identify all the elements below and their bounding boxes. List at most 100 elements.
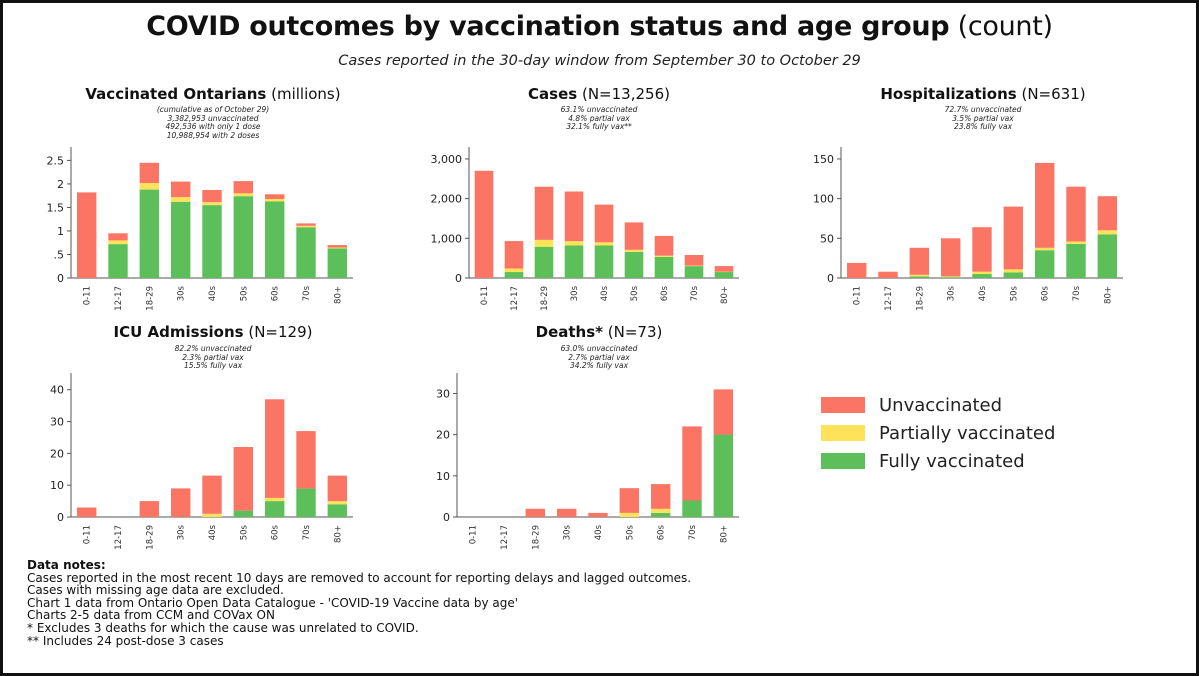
- x-tick-label: 18-29: [540, 286, 550, 311]
- x-tick-label: 60s: [271, 285, 281, 301]
- bar-segment-unvaccinated: [1066, 186, 1086, 242]
- bar-segment-fully-vaccinated: [327, 504, 347, 517]
- bar-segment-unvaccinated: [1035, 162, 1055, 248]
- bar-segment-fully-vaccinated: [265, 201, 285, 278]
- bar-segment-unvaccinated: [909, 247, 929, 275]
- x-tick-label: 18-29: [145, 286, 155, 311]
- x-tick-label: 60s: [657, 524, 667, 540]
- bar-segment-unvaccinated: [139, 162, 159, 183]
- legend-label: Unvaccinated: [879, 394, 1003, 416]
- y-tick-label: 0: [443, 511, 450, 524]
- bar-segment-partially-vaccinated: [171, 197, 191, 202]
- x-tick-label: 50s: [1009, 285, 1019, 301]
- legend-swatch: [821, 453, 865, 469]
- bar-segment-fully-vaccinated: [654, 257, 674, 278]
- x-tick-label: 80+: [720, 286, 730, 304]
- bar-segment-unvaccinated: [504, 241, 524, 269]
- x-tick-label: 60s: [660, 285, 670, 301]
- panel-notes: (cumulative as of October 29) 3,382,953 …: [156, 105, 270, 140]
- data-note-line: Cases with missing age data are excluded…: [27, 583, 284, 598]
- bar-segment-unvaccinated: [474, 170, 494, 278]
- x-tick-label: 12-17: [510, 286, 520, 311]
- data-notes-heading: Data notes:: [27, 558, 106, 572]
- bar-segment-partially-vaccinated: [941, 276, 961, 278]
- bar-segment-fully-vaccinated: [684, 266, 704, 278]
- bar-segment-unvaccinated: [651, 484, 671, 509]
- y-tick-label: 20: [436, 429, 450, 442]
- data-note-line: ** Includes 24 post-dose 3 cases: [27, 633, 224, 648]
- y-tick-label: 50: [820, 232, 834, 245]
- panel-cases: Cases (N=13,256) 63.1% unvaccinated 4.8%…: [419, 83, 779, 313]
- y-tick-label: 0: [57, 511, 64, 524]
- bar-segment-fully-vaccinated: [594, 245, 614, 278]
- bar-segment-fully-vaccinated: [296, 488, 316, 517]
- x-tick-label: 0-11: [469, 525, 479, 544]
- bar-segment-fully-vaccinated: [714, 272, 734, 278]
- bar-segment-fully-vaccinated: [972, 274, 992, 278]
- bar-segment-fully-vaccinated: [233, 510, 253, 517]
- y-tick-label: 30: [50, 416, 64, 429]
- y-tick-label: 10: [436, 470, 450, 483]
- bar-segment-fully-vaccinated: [941, 277, 961, 278]
- y-tick-label: 150: [813, 153, 834, 166]
- bar-segment-unvaccinated: [941, 238, 961, 277]
- bar-segment-unvaccinated: [171, 488, 191, 517]
- legend-item-partially: Partially vaccinated: [821, 419, 1055, 447]
- bar-segment-unvaccinated: [202, 190, 222, 203]
- y-tick-label: 40: [50, 384, 64, 397]
- panel-title: Deaths* (N=73): [535, 323, 663, 341]
- bar-segment-fully-vaccinated: [1066, 243, 1086, 278]
- y-tick-label: 30: [436, 387, 450, 400]
- bar-segment-partially-vaccinated: [654, 255, 674, 257]
- x-tick-label: 40s: [208, 524, 218, 540]
- data-note-line: Cases reported in the most recent 10 day…: [27, 570, 692, 585]
- bar-segment-unvaccinated: [296, 223, 316, 226]
- x-tick-label: 60s: [1041, 285, 1051, 301]
- x-tick-label: 70s: [302, 524, 312, 540]
- bar-segment-partially-vaccinated: [651, 508, 671, 513]
- bar-segment-partially-vaccinated: [1003, 269, 1023, 273]
- bar-segment-unvaccinated: [202, 475, 222, 514]
- chart-vaccinated: 0 .5 1 1.5 2 2.5 0-11 12-17 18-29 30s 40s 50s 60s 70s…: [47, 147, 353, 311]
- y-tick-label: 0: [827, 272, 834, 285]
- bar-segment-unvaccinated: [684, 255, 704, 266]
- bar-segment-fully-vaccinated: [624, 251, 644, 278]
- bar-segment-unvaccinated: [654, 235, 674, 256]
- chart-hospitalizations: 0 50 100 150 0-11 12-17 18-29 30s 40s 50s 60s 70s 80…: [813, 147, 1123, 311]
- bar-segment-unvaccinated: [878, 271, 898, 278]
- bar-segment-unvaccinated: [564, 191, 584, 242]
- panel-notes: 63.0% unvaccinated 2.7% partial vax 34.2…: [560, 344, 638, 370]
- x-tick-label: 80+: [333, 525, 343, 543]
- data-note-line: * Excludes 3 deaths for which the cause …: [27, 620, 419, 635]
- legend-swatch: [821, 425, 865, 441]
- bar-segment-partially-vaccinated: [265, 497, 285, 502]
- bar-segment-fully-vaccinated: [534, 247, 554, 278]
- bar-segment-partially-vaccinated: [139, 183, 159, 190]
- x-tick-label: 60s: [271, 524, 281, 540]
- bar-segment-fully-vaccinated: [202, 205, 222, 278]
- x-tick-label: 0-11: [83, 525, 93, 544]
- bar-segment-partially-vaccinated: [327, 501, 347, 505]
- bar-segment-partially-vaccinated: [909, 274, 929, 277]
- bar-segment-fully-vaccinated: [564, 245, 584, 278]
- x-tick-label: 80+: [719, 525, 729, 543]
- bar-segment-partially-vaccinated: [619, 512, 639, 517]
- panel-hospitalizations: Hospitalizations (N=631) 72.7% unvaccina…: [803, 83, 1163, 313]
- bar-segment-fully-vaccinated: [909, 276, 929, 278]
- bar-segment-unvaccinated: [534, 186, 554, 240]
- y-tick-label: 100: [813, 193, 834, 206]
- bar-segment-partially-vaccinated: [327, 247, 347, 249]
- data-note-line: Charts 2-5 data from CCM and COVax ON: [27, 608, 275, 623]
- main-title-text: COVID outcomes by vaccination status and…: [146, 11, 950, 42]
- x-tick-label: 0-11: [853, 286, 863, 305]
- bar-segment-unvaccinated: [77, 192, 97, 278]
- legend-label: Fully vaccinated: [879, 450, 1025, 472]
- x-tick-label: 50s: [239, 524, 249, 540]
- bar-segment-fully-vaccinated: [1035, 250, 1055, 278]
- x-tick-label: 40s: [208, 285, 218, 301]
- x-tick-label: 50s: [630, 285, 640, 301]
- bar-segment-fully-vaccinated: [682, 500, 702, 517]
- bar-segment-unvaccinated: [847, 262, 867, 278]
- chart-icu: 0 10 20 30 40 0-11 12-17 18-29 30s 40s 50s 60s 70s 80…: [50, 373, 353, 550]
- y-tick-label: 2,000: [431, 193, 463, 206]
